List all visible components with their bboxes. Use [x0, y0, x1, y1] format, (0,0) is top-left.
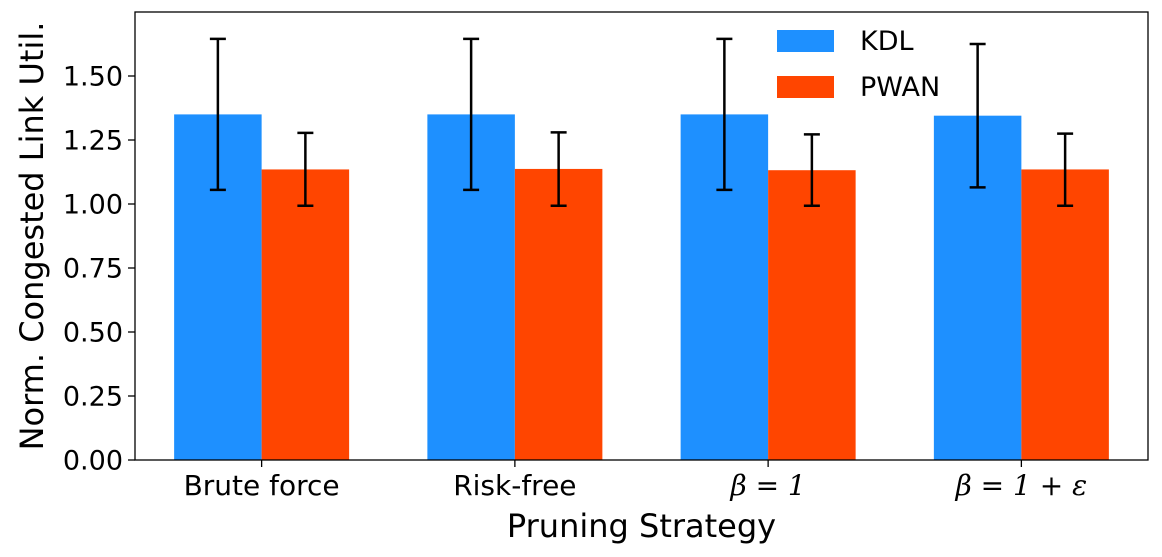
y-axis-title: Norm. Congested Link Util. [13, 22, 51, 451]
legend-swatch [777, 76, 834, 98]
error-bar-kdl-1 [209, 37, 226, 192]
error-bar-pwan-1 [297, 131, 314, 208]
y-tick-label: 1.50 [63, 62, 123, 93]
y-tick-label: 0.25 [63, 382, 123, 413]
bar-pwan-4 [1021, 169, 1109, 460]
x-axis: Brute force Risk-free β = 1 β = 1 + ε [184, 460, 1088, 502]
bar-pwan-1 [261, 169, 350, 460]
bars [174, 114, 1109, 461]
legend-label: PWAN [860, 72, 940, 103]
bar-pwan-3 [768, 170, 856, 460]
y-tick-label: 0.00 [63, 446, 123, 477]
x-tick-label: Brute force [184, 469, 340, 502]
bar-pwan-2 [514, 168, 603, 461]
y-tick-label: 0.50 [63, 318, 123, 349]
legend: KDL PWAN [777, 26, 940, 103]
plot-frame [134, 11, 1149, 461]
error-bar-kdl-4 [969, 42, 986, 189]
legend-item-kdl: KDL [777, 26, 914, 57]
error-bar-pwan-3 [803, 133, 820, 208]
legend-label: KDL [860, 26, 914, 57]
y-tick-label: 1.00 [63, 190, 123, 221]
error-bar-kdl-3 [716, 37, 733, 192]
legend-swatch [777, 30, 834, 52]
legend-item-pwan: PWAN [777, 72, 940, 103]
error-bar-pwan-2 [550, 131, 567, 208]
x-axis-title: Pruning Strategy [507, 507, 776, 545]
error-bars [209, 37, 1074, 208]
y-tick-label: 1.25 [63, 126, 123, 157]
error-bar-kdl-2 [463, 37, 480, 192]
error-bar-pwan-4 [1057, 132, 1074, 208]
y-axis: 0.00 0.25 0.50 0.75 1.00 1.25 1.50 [63, 62, 135, 477]
y-tick-label: 0.75 [63, 254, 123, 285]
x-tick-label: β = 1 [729, 469, 805, 502]
x-tick-label: Risk-free [453, 469, 576, 502]
x-tick-label: β = 1 + ε [955, 469, 1088, 502]
